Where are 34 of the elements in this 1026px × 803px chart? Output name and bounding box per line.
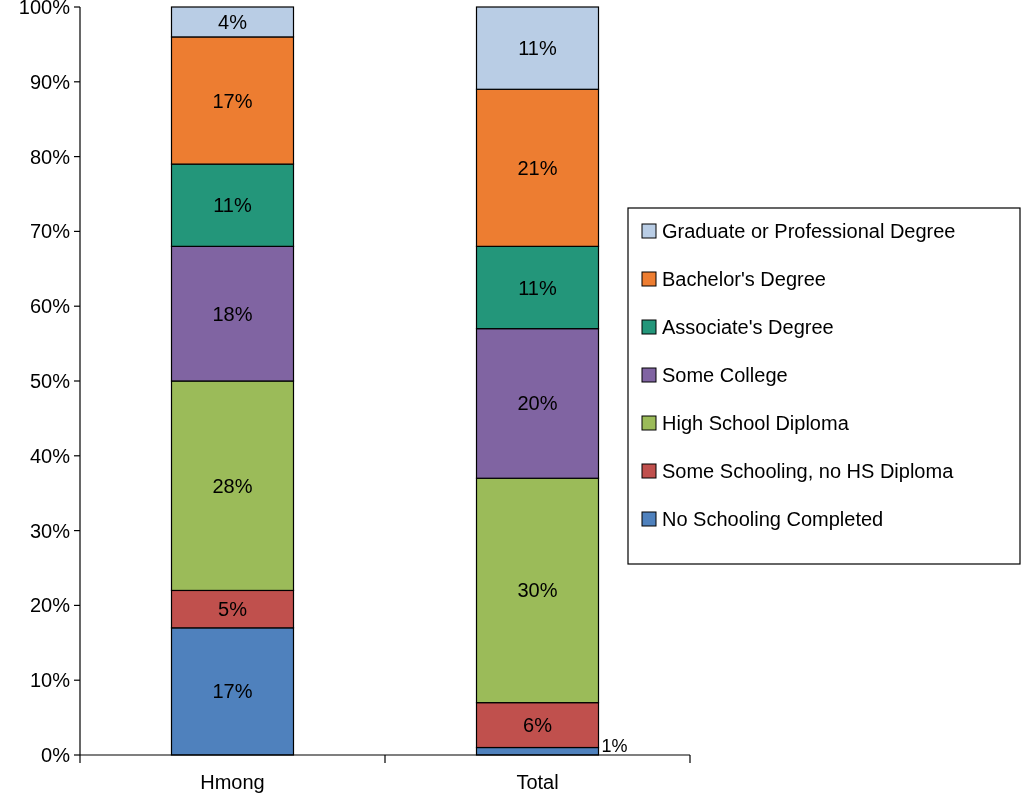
- data-label: 6%: [523, 714, 553, 737]
- data-label: 11%: [518, 276, 557, 299]
- y-tick-label: 100%: [18, 0, 71, 18]
- legend-label: Some College: [662, 364, 788, 386]
- y-tick-label: 20%: [29, 594, 71, 617]
- y-tick-label: 70%: [29, 220, 71, 243]
- data-label: 5%: [218, 598, 248, 621]
- data-label: 30%: [517, 579, 558, 602]
- data-label: 4%: [218, 10, 248, 33]
- y-tick-label: 90%: [29, 70, 71, 93]
- data-label: 21%: [517, 156, 558, 179]
- data-label: 1%: [601, 735, 628, 756]
- y-tick-label: 40%: [29, 444, 71, 467]
- legend-label: High School Diploma: [662, 412, 850, 434]
- y-tick-label: 50%: [29, 370, 71, 392]
- y-tick-label: 10%: [29, 669, 71, 692]
- x-tick-label: Hmong: [200, 771, 265, 793]
- data-label: 20%: [517, 392, 558, 415]
- y-tick-label: 80%: [29, 145, 71, 168]
- y-tick-label: 0%: [41, 744, 71, 766]
- data-label: 17%: [212, 680, 253, 703]
- data-label: 11%: [213, 194, 252, 217]
- y-tick-label: 60%: [29, 295, 71, 318]
- legend-label: No Schooling Completed: [662, 508, 884, 530]
- data-label: 18%: [212, 302, 253, 325]
- data-label: 11%: [518, 37, 557, 60]
- data-label: 28%: [212, 474, 253, 497]
- y-tick-label: 30%: [29, 519, 71, 542]
- legend-label: Associate's Degree: [662, 316, 834, 338]
- legend-label: Some Schooling, no HS Diploma: [662, 460, 955, 482]
- legend-label: Graduate or Professional Degree: [662, 220, 956, 242]
- x-tick-label: Total: [516, 771, 559, 793]
- data-label: 17%: [212, 89, 253, 112]
- legend-label: Bachelor's Degree: [662, 268, 826, 290]
